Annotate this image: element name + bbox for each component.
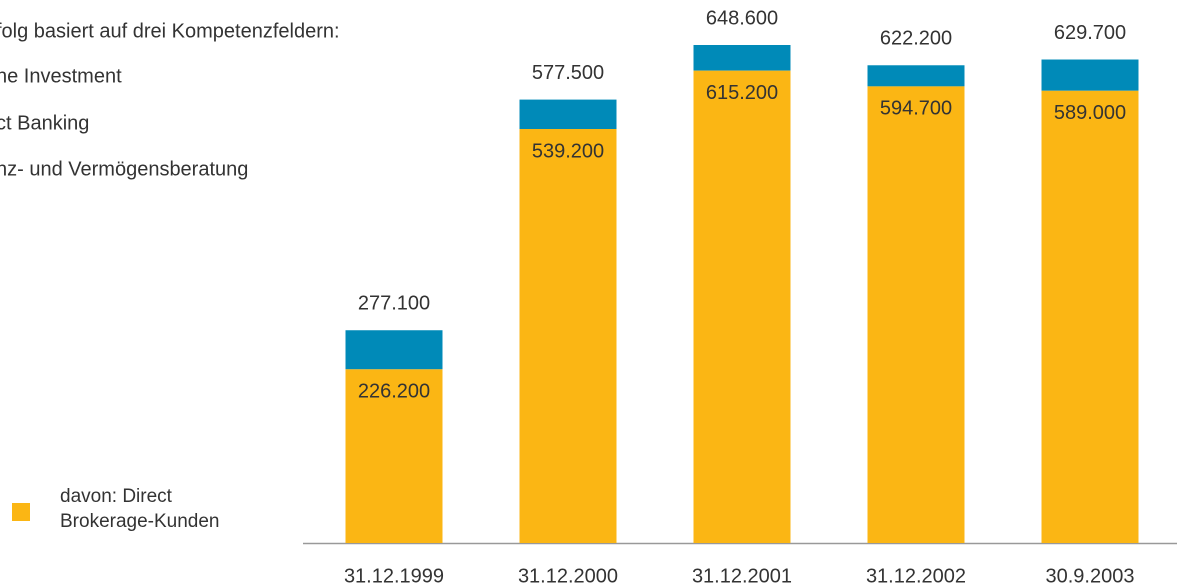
bar <box>1041 90 1139 544</box>
total-label: 622.200 <box>880 28 952 50</box>
annotation: ne Investment <box>0 65 122 87</box>
annotation: ct Banking <box>0 112 89 134</box>
value-label: 589.000 <box>1054 102 1126 124</box>
bar <box>345 369 443 543</box>
annotation: folg basiert auf drei Kompetenzfeldern: <box>0 20 340 42</box>
bar <box>867 86 965 543</box>
x-tick-label: 31.12.2000 <box>518 565 618 586</box>
value-label: 226.200 <box>358 381 430 403</box>
total-label: 277.100 <box>358 293 430 315</box>
value-label: 594.700 <box>880 98 952 120</box>
bar-total <box>519 99 617 129</box>
x-tick-label: 31.12.1999 <box>344 565 444 586</box>
value-label: 615.200 <box>706 82 778 104</box>
bar-total <box>1041 59 1139 91</box>
bar-total <box>693 45 791 71</box>
total-label: 577.500 <box>532 62 604 84</box>
annotation: nz- und Vermögensberatung <box>0 158 248 180</box>
total-label: 648.600 <box>706 7 778 29</box>
x-tick-label: 30.9.2003 <box>1046 565 1135 586</box>
value-label: 539.200 <box>532 140 604 162</box>
legend-label: davon: Direct Brokerage-Kunden <box>60 486 220 532</box>
total-label: 629.700 <box>1054 22 1126 44</box>
bar <box>519 128 617 543</box>
bar-total <box>345 330 443 370</box>
legend-swatch <box>12 503 30 521</box>
x-tick-label: 31.12.2002 <box>866 565 966 586</box>
x-tick-label: 31.12.2001 <box>692 565 792 586</box>
bar-total <box>867 65 965 87</box>
bar <box>693 70 791 543</box>
